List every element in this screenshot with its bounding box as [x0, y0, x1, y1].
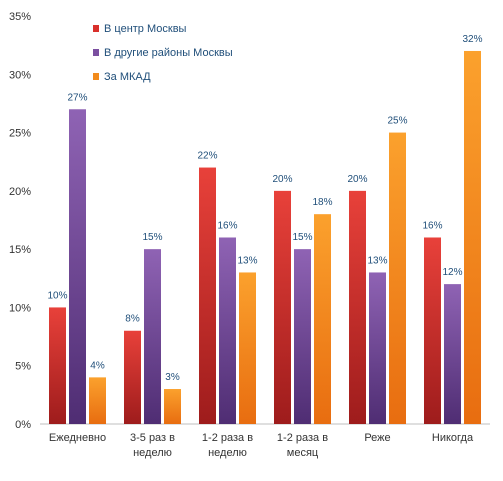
data-label: 22%: [197, 151, 217, 162]
bar: [124, 330, 141, 424]
data-label: 15%: [142, 232, 162, 243]
y-axis: 0% 5% 10% 15% 20% 25% 30% 35%: [9, 11, 31, 431]
bar: [369, 272, 386, 424]
bar: [464, 50, 481, 424]
bar: [69, 109, 86, 424]
bar: [294, 249, 311, 424]
data-label: 20%: [272, 174, 292, 185]
bar: [164, 389, 181, 424]
bar: [424, 237, 441, 424]
data-label: 25%: [387, 116, 407, 127]
data-label: 20%: [347, 174, 367, 185]
data-label: 3%: [165, 372, 180, 383]
data-label: 13%: [367, 255, 387, 266]
bar: [49, 307, 66, 424]
y-tick-label: 15%: [9, 244, 31, 256]
legend-label: В другие районы Москвы: [104, 47, 233, 59]
bar: [274, 190, 291, 424]
data-label: 12%: [442, 267, 462, 278]
data-label: 16%: [217, 220, 237, 231]
legend-swatch: [93, 49, 99, 56]
data-label: 10%: [47, 290, 67, 301]
data-label: 4%: [90, 360, 105, 371]
legend-label: За МКАД: [104, 71, 151, 83]
x-tick-label: Никогда: [432, 432, 474, 444]
data-labels: 10% 8% 22% 20% 20% 16% 27% 15% 16% 15% 13% 12% 4% 3% 1…: [47, 34, 482, 383]
x-tick-label: Ежедневно: [49, 432, 106, 444]
bar: [349, 190, 366, 424]
y-tick-label: 30%: [9, 69, 31, 81]
data-label: 15%: [292, 232, 312, 243]
data-label: 27%: [67, 92, 87, 103]
x-tick-label: 1-2 раза в месяц: [277, 432, 328, 459]
legend-swatch: [93, 73, 99, 80]
bar: [144, 249, 161, 424]
x-axis: Ежедневно 3-5 раз в неделю 1-2 раза в неделю…: [49, 432, 474, 459]
y-tick-label: 20%: [9, 186, 31, 198]
data-label: 32%: [462, 34, 482, 45]
bar: [444, 284, 461, 424]
x-tick-label: 1-2 раза в неделю: [202, 432, 253, 459]
bar: [219, 237, 236, 424]
legend-swatch: [93, 25, 99, 32]
y-tick-label: 0%: [15, 419, 31, 431]
y-tick-label: 10%: [9, 302, 31, 314]
data-label: 8%: [125, 314, 140, 325]
data-label: 18%: [312, 197, 332, 208]
y-tick-label: 5%: [15, 361, 31, 373]
bar: [89, 377, 106, 424]
legend-label: В центр Москвы: [104, 23, 187, 35]
bar: [239, 272, 256, 424]
data-label: 16%: [422, 220, 442, 231]
bar: [314, 214, 331, 424]
x-tick-label: 3-5 раз в неделю: [130, 432, 175, 459]
x-tick-label: Реже: [364, 432, 390, 444]
data-label: 13%: [237, 255, 257, 266]
y-tick-label: 25%: [9, 128, 31, 140]
y-tick-label: 35%: [9, 11, 31, 23]
legend: В центр Москвы В другие районы Москвы За М…: [93, 23, 233, 83]
bar: [199, 167, 216, 425]
bar: [389, 132, 406, 425]
bars: [49, 50, 481, 425]
